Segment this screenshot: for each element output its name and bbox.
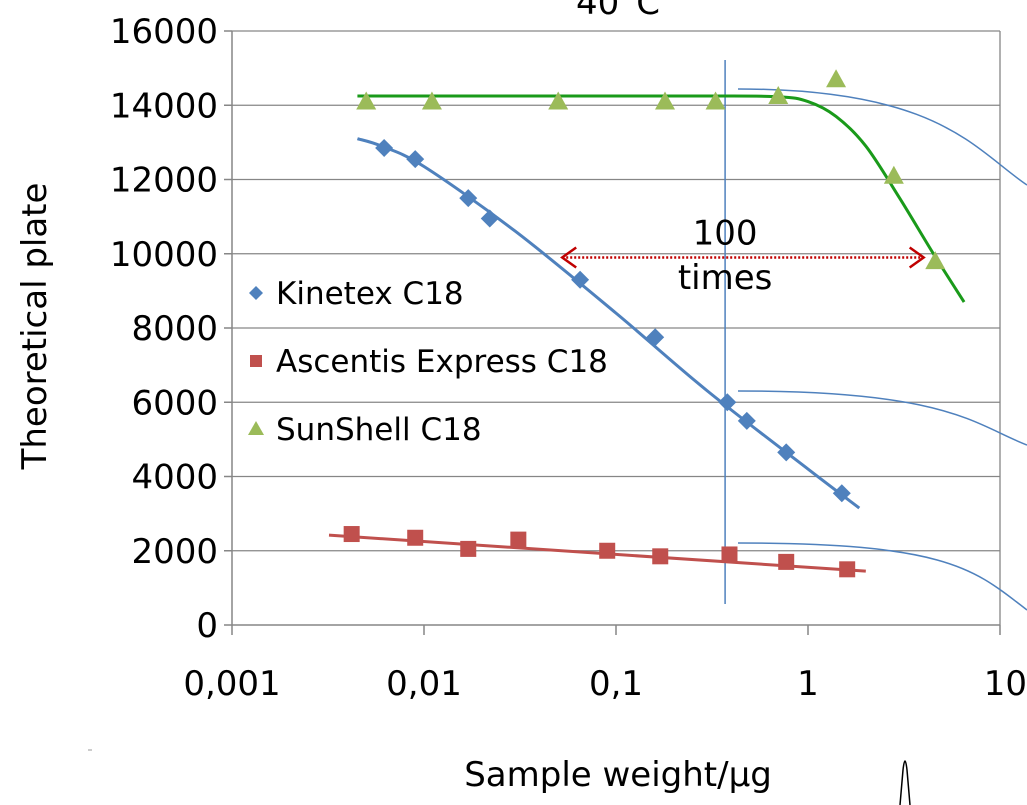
x-tick-label: 0,1 [589, 664, 643, 704]
legend-label: Kinetex C18 [276, 276, 464, 312]
data-point-sunshell-c18 [826, 69, 847, 88]
data-point-ascentis-express-c18 [652, 548, 669, 565]
data-point-ascentis-express-c18 [839, 561, 856, 578]
peak-sketch-small [899, 760, 911, 805]
data-point-ascentis-express-c18 [510, 531, 527, 548]
y-tick-label: 0 [196, 606, 218, 646]
data-point-sunshell-c18 [421, 91, 442, 110]
data-point-sunshell-c18 [883, 165, 904, 184]
data-point-sunshell-c18 [548, 91, 569, 110]
x-tick-label: 0,001 [183, 664, 280, 704]
data-point-kinetex-c18 [375, 138, 394, 157]
plot-area [328, 60, 966, 604]
legend-marker-ascentis-express-c18 [250, 355, 262, 367]
legend: Kinetex C18 Ascentis Express C18 SunShell … [248, 276, 608, 448]
data-point-sunshell-c18 [655, 91, 676, 110]
y-tick-label: 16000 [110, 12, 218, 52]
decorative-peaks [88, 88, 1027, 805]
data-point-sunshell-c18 [356, 91, 377, 110]
data-point-kinetex-c18 [777, 443, 796, 462]
data-point-sunshell-c18 [768, 85, 789, 104]
arrow-head-right [908, 246, 926, 269]
trendline-sunshell-c18 [357, 94, 966, 303]
x-axis-title: Sample weight/μg [464, 755, 772, 795]
data-point-kinetex-c18 [571, 270, 590, 289]
y-axis-title: Theoretical plate [15, 183, 55, 471]
axes: 0 2000 4000 6000 8000 10000 12000 14000 16000 0,0… [110, 12, 1027, 704]
chart-text: 40°C Sample weight/μg Theoretical plate … [15, 0, 772, 795]
data-point-ascentis-express-c18 [460, 540, 477, 557]
y-tick-label: 2000 [131, 532, 218, 572]
annotation-text: times [678, 258, 773, 298]
x-tick-label: 10 [984, 664, 1027, 704]
x-tick-label: 0,01 [386, 664, 462, 704]
y-tick-label: 6000 [131, 383, 218, 423]
y-tick-label: 12000 [110, 161, 218, 201]
data-point-kinetex-c18 [406, 150, 425, 169]
data-point-sunshell-c18 [925, 251, 946, 270]
peak-sketch-top [737, 88, 1027, 186]
data-point-ascentis-express-c18 [407, 529, 424, 546]
peak-sketch-middle [737, 390, 1027, 446]
data-point-ascentis-express-c18 [343, 526, 360, 543]
data-point-ascentis-express-c18 [778, 553, 795, 570]
data-point-kinetex-c18 [832, 484, 851, 503]
annotation-text: 100 [693, 213, 758, 253]
data-point-kinetex-c18 [646, 328, 665, 347]
legend-label: SunShell C18 [276, 412, 482, 448]
y-tick-label: 4000 [131, 458, 218, 498]
chart-title: 40°C [576, 0, 660, 23]
legend-label: Ascentis Express C18 [276, 344, 608, 380]
data-point-kinetex-c18 [459, 189, 478, 208]
trendline-kinetex-c18 [356, 137, 861, 510]
legend-marker-sunshell-c18 [248, 421, 264, 435]
peak-sketch-bottom [737, 542, 1027, 611]
y-tick-label: 8000 [131, 309, 218, 349]
data-point-kinetex-c18 [480, 209, 499, 228]
data-point-kinetex-c18 [718, 393, 737, 412]
data-point-ascentis-express-c18 [721, 546, 738, 563]
y-tick-label: 14000 [110, 86, 218, 126]
legend-marker-kinetex-c18 [249, 286, 263, 300]
data-point-kinetex-c18 [737, 411, 756, 430]
arrow-head-left [560, 246, 577, 269]
x-tick-label: 1 [797, 664, 819, 704]
data-point-ascentis-express-c18 [599, 542, 616, 559]
y-tick-label: 10000 [110, 235, 218, 275]
data-point-sunshell-c18 [705, 91, 726, 110]
